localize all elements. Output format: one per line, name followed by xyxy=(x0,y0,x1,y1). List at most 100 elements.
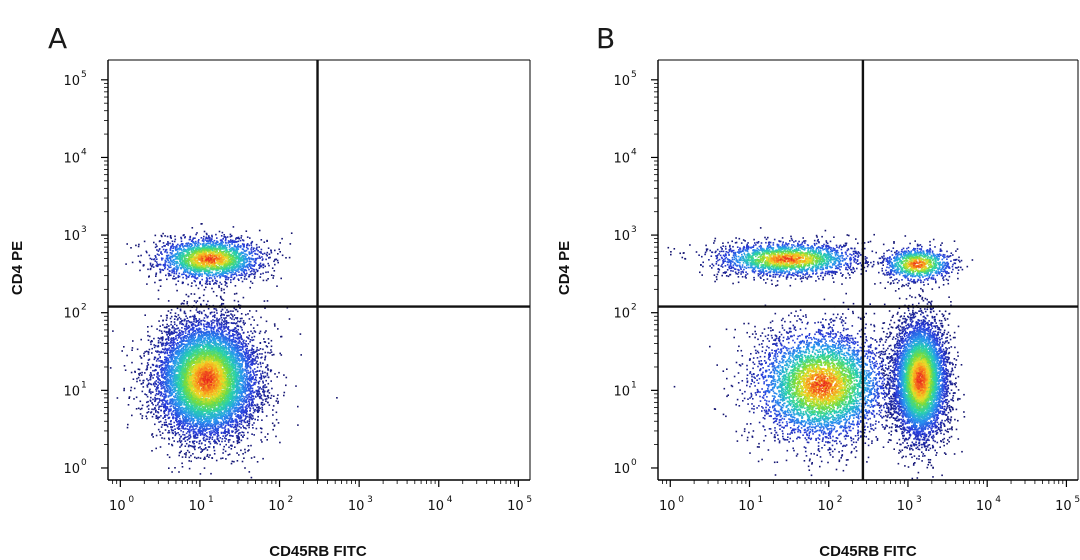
event-dot xyxy=(191,276,193,278)
event-dot xyxy=(200,424,203,426)
event-dot xyxy=(158,375,160,377)
event-dot xyxy=(232,430,234,433)
event-dot xyxy=(116,397,119,399)
event-dot xyxy=(297,405,299,408)
event-dot xyxy=(158,329,161,332)
event-dot xyxy=(255,253,257,255)
event-dot xyxy=(225,443,227,446)
event-dot xyxy=(168,366,170,368)
event-dot xyxy=(245,387,248,389)
event-dot xyxy=(242,244,245,247)
event-dot xyxy=(156,345,159,348)
event-dot xyxy=(157,381,159,383)
event-dot xyxy=(222,336,224,338)
event-dot xyxy=(170,330,173,333)
event-dot xyxy=(237,351,239,354)
event-dot xyxy=(158,320,160,322)
event-dot xyxy=(154,246,157,249)
event-dot xyxy=(275,435,277,438)
event-dot xyxy=(158,279,161,282)
event-dot xyxy=(152,398,154,401)
event-dot xyxy=(259,276,262,278)
event-dot xyxy=(243,339,245,342)
event-dot xyxy=(165,414,167,416)
event-dot xyxy=(197,456,200,459)
event-dot xyxy=(235,359,238,362)
event-dot xyxy=(246,385,249,387)
event-dot xyxy=(213,421,216,424)
event-dot xyxy=(168,273,171,275)
event-dot xyxy=(255,248,258,251)
event-dot xyxy=(153,344,155,346)
event-dot xyxy=(241,374,243,377)
event-dot xyxy=(225,339,228,341)
event-dot xyxy=(271,387,273,390)
event-dot xyxy=(204,428,207,431)
event-dot xyxy=(225,320,228,323)
event-dot xyxy=(213,276,216,278)
event-dot xyxy=(194,315,196,318)
event-dot xyxy=(160,360,162,362)
event-dot xyxy=(196,277,199,279)
event-dot xyxy=(170,423,173,426)
event-dot xyxy=(174,364,177,367)
event-dot xyxy=(182,348,184,350)
event-dot xyxy=(260,374,263,377)
event-dot xyxy=(163,421,166,424)
event-dot xyxy=(245,409,247,411)
event-dot xyxy=(172,360,175,362)
event-dot xyxy=(151,265,153,267)
event-dot xyxy=(177,407,180,409)
event-dot xyxy=(183,302,185,305)
event-dot xyxy=(156,385,159,388)
event-dot xyxy=(238,392,241,394)
event-dot xyxy=(252,395,255,398)
event-dot xyxy=(254,359,256,362)
event-dot xyxy=(236,421,239,423)
event-dot xyxy=(197,273,199,276)
event-dot xyxy=(154,398,156,400)
event-dot xyxy=(147,404,150,407)
event-dot xyxy=(157,411,159,413)
event-dot xyxy=(235,308,238,311)
event-dot xyxy=(131,349,133,351)
event-dot xyxy=(157,376,159,379)
event-dot xyxy=(170,315,173,318)
event-dot xyxy=(252,327,255,329)
event-dot xyxy=(208,436,211,439)
event-dot xyxy=(229,439,231,441)
event-dot xyxy=(169,385,171,387)
event-dot xyxy=(147,383,150,386)
event-dot xyxy=(169,251,172,254)
event-dot xyxy=(218,230,221,233)
event-dot xyxy=(273,424,276,427)
event-dot xyxy=(146,417,148,420)
event-dot xyxy=(196,421,199,424)
event-dot xyxy=(230,462,233,465)
event-dot xyxy=(235,435,238,437)
event-dot xyxy=(188,333,191,336)
event-dot xyxy=(207,423,210,426)
event-dot xyxy=(206,279,208,282)
event-dot xyxy=(253,319,255,321)
event-dot xyxy=(244,369,246,372)
event-dot xyxy=(167,395,170,397)
event-dot xyxy=(231,241,233,244)
event-dot xyxy=(243,457,245,459)
event-dot xyxy=(239,420,241,422)
event-dot xyxy=(166,369,169,372)
event-dot xyxy=(209,276,211,279)
event-dot xyxy=(149,377,152,379)
event-dot xyxy=(186,411,188,413)
event-dot xyxy=(247,248,249,250)
event-dot xyxy=(252,384,254,386)
event-dot xyxy=(176,289,178,292)
event-dot xyxy=(150,343,152,346)
event-dot xyxy=(208,238,210,240)
event-dot xyxy=(222,313,225,316)
event-dot xyxy=(226,433,229,436)
event-dot xyxy=(285,384,287,387)
event-dot xyxy=(166,351,168,353)
event-dot xyxy=(166,317,168,319)
event-dot xyxy=(188,417,190,419)
